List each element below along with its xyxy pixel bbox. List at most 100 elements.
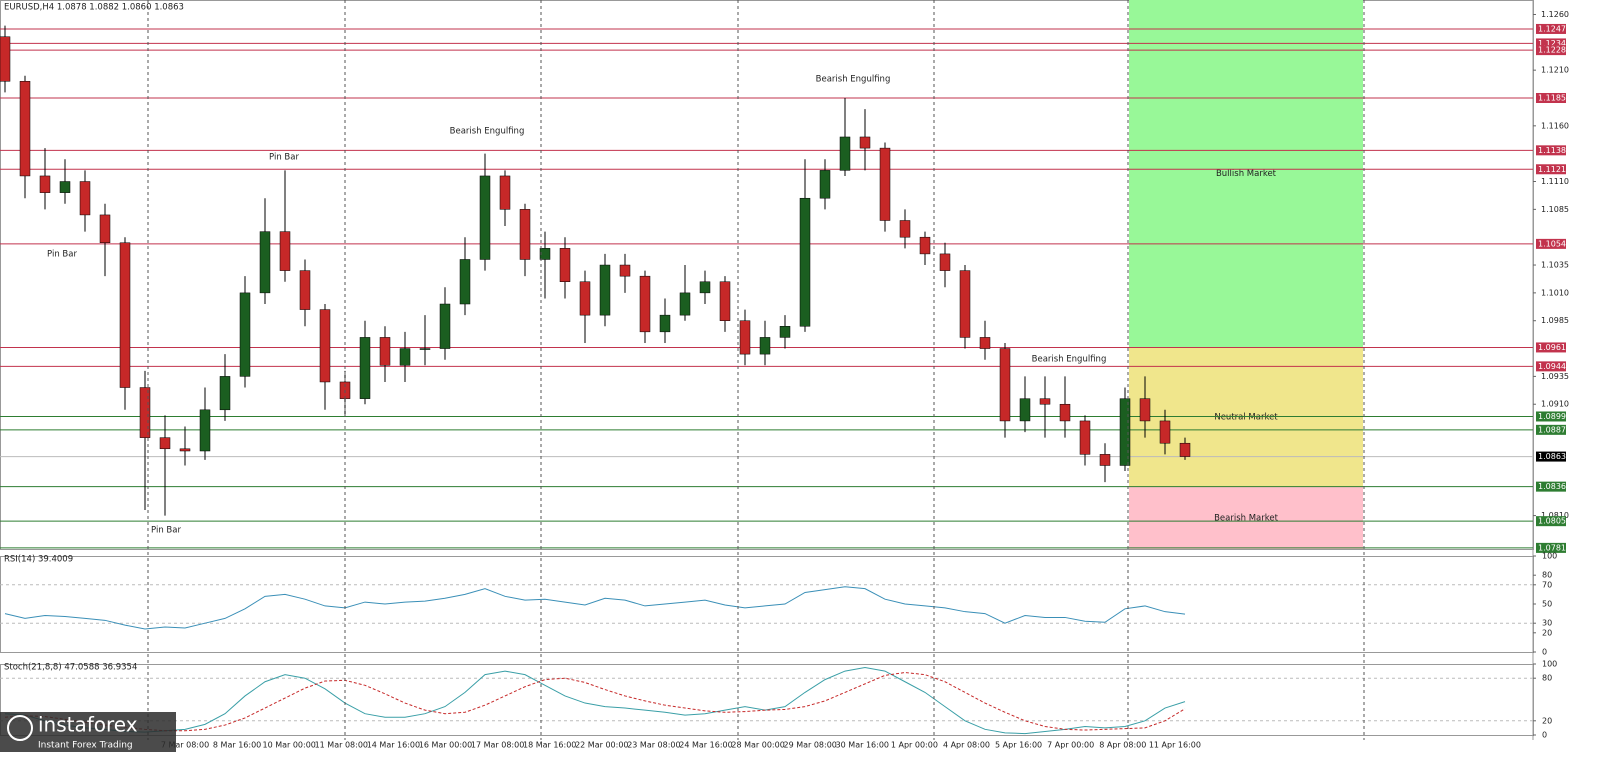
y-tick-label: 1.1035 bbox=[1541, 261, 1569, 270]
candle-body bbox=[359, 337, 371, 399]
y-tick-label: 80 bbox=[1542, 674, 1552, 683]
x-tick-label: 11 Mar 08:00 bbox=[315, 741, 368, 750]
candle-body bbox=[699, 281, 711, 294]
annotation: Pin Bar bbox=[47, 250, 77, 260]
candle-body bbox=[1019, 398, 1031, 422]
candle-body bbox=[919, 236, 931, 255]
level-tag bbox=[1536, 45, 1566, 56]
candle-body bbox=[0, 36, 11, 82]
level-label: 1.0899 bbox=[1538, 412, 1566, 421]
y-tick-label: 1.1085 bbox=[1541, 205, 1569, 214]
candle-body bbox=[299, 270, 311, 310]
level-label: 1.1054 bbox=[1538, 239, 1566, 248]
y-tick-label: 100 bbox=[1542, 552, 1557, 561]
y-tick-label: 80 bbox=[1542, 571, 1552, 580]
logo-tagline: Instant Forex Trading bbox=[38, 741, 133, 751]
panel-title: RSI(14) 39.4009 bbox=[4, 555, 73, 565]
candle-body bbox=[279, 231, 291, 271]
x-tick-label: 14 Mar 16:00 bbox=[367, 741, 420, 750]
candle-body bbox=[739, 320, 751, 355]
y-tick-label: 20 bbox=[1542, 628, 1552, 637]
x-tick-label: 23 Mar 08:00 bbox=[627, 741, 680, 750]
candle-body bbox=[99, 214, 111, 244]
level-label: 1.1247 bbox=[1538, 24, 1566, 33]
y-tick-label: 1.1210 bbox=[1541, 66, 1569, 75]
candle-body bbox=[79, 181, 91, 216]
annotation: Pin Bar bbox=[151, 526, 181, 536]
x-tick-label: 7 Mar 08:00 bbox=[161, 741, 209, 750]
zone bbox=[1129, 0, 1363, 348]
annotation: Bearish Engulfing bbox=[450, 127, 525, 137]
candle-body bbox=[1179, 442, 1191, 457]
candle-body bbox=[1099, 454, 1111, 466]
level-tag bbox=[1536, 164, 1566, 175]
annotation: Bearish Engulfing bbox=[1032, 355, 1107, 365]
level-label: 1.0944 bbox=[1538, 362, 1566, 371]
x-tick-label: 11 Apr 16:00 bbox=[1149, 741, 1201, 750]
logo-icon bbox=[7, 715, 33, 741]
candle-body bbox=[139, 387, 151, 438]
candle-body bbox=[819, 170, 831, 199]
level-tag bbox=[1536, 38, 1566, 49]
y-tick-label: 20 bbox=[1542, 716, 1552, 725]
annotation: Bearish Engulfing bbox=[816, 75, 891, 85]
indicator-line bbox=[4, 672, 1186, 732]
candle-body bbox=[1159, 420, 1171, 444]
level-tag bbox=[1536, 542, 1566, 553]
candle-body bbox=[959, 270, 971, 338]
x-tick-label: 10 Mar 00:00 bbox=[262, 741, 315, 750]
candle-body bbox=[639, 275, 651, 333]
candle-body bbox=[379, 337, 391, 366]
candle-body bbox=[899, 220, 911, 238]
candle-body bbox=[679, 292, 691, 316]
candle-body bbox=[979, 337, 991, 349]
candle-body bbox=[779, 326, 791, 338]
candle-body bbox=[859, 136, 871, 149]
candle-body bbox=[719, 281, 731, 321]
candle-body bbox=[179, 448, 191, 452]
y-tick-label: 0 bbox=[1542, 648, 1547, 657]
x-tick-label: 16 Mar 00:00 bbox=[419, 741, 472, 750]
candle-body bbox=[239, 292, 251, 377]
y-tick-label: 1.1010 bbox=[1541, 288, 1569, 297]
candle-body bbox=[59, 181, 71, 193]
level-tag bbox=[1536, 411, 1566, 422]
y-tick-label: 1.0810 bbox=[1541, 511, 1569, 520]
y-tick-label: 100 bbox=[1542, 660, 1557, 669]
x-tick-label: 7 Apr 00:00 bbox=[1047, 741, 1094, 750]
candle-body bbox=[999, 348, 1011, 422]
candle-body bbox=[799, 197, 811, 327]
candle-body bbox=[659, 314, 671, 333]
level-tag bbox=[1536, 238, 1566, 249]
level-tag bbox=[1536, 451, 1566, 462]
candle-body bbox=[759, 337, 771, 355]
x-tick-label: 8 Mar 16:00 bbox=[213, 741, 261, 750]
candle-body bbox=[939, 253, 951, 271]
zone bbox=[1129, 347, 1363, 487]
x-tick-label: 4 Apr 08:00 bbox=[943, 741, 990, 750]
candle-body bbox=[399, 348, 411, 366]
y-tick-label: 1.0935 bbox=[1541, 372, 1569, 381]
level-label: 1.1228 bbox=[1538, 46, 1566, 55]
zone-label: Bearish Market bbox=[1214, 513, 1279, 523]
y-tick-label: 1.1160 bbox=[1541, 121, 1569, 130]
y-tick-label: 30 bbox=[1542, 619, 1552, 628]
level-tag bbox=[1536, 145, 1566, 156]
x-tick-label: 30 Mar 16:00 bbox=[836, 741, 889, 750]
y-tick-label: 50 bbox=[1542, 600, 1552, 609]
candle-body bbox=[119, 242, 131, 388]
level-tag bbox=[1536, 92, 1566, 103]
candle-body bbox=[879, 147, 891, 221]
candle-body bbox=[1139, 398, 1151, 422]
zone bbox=[1129, 486, 1363, 549]
candle-body bbox=[259, 231, 271, 294]
x-tick-label: 8 Apr 08:00 bbox=[1099, 741, 1146, 750]
x-tick-label: 28 Mar 00:00 bbox=[731, 741, 784, 750]
level-tag bbox=[1536, 361, 1566, 372]
candle-body bbox=[559, 248, 571, 282]
level-label: 1.0961 bbox=[1538, 343, 1566, 352]
x-tick-label: 22 Mar 00:00 bbox=[575, 741, 628, 750]
candle-body bbox=[159, 437, 171, 450]
candle-body bbox=[519, 209, 531, 260]
level-tag bbox=[1536, 481, 1566, 492]
